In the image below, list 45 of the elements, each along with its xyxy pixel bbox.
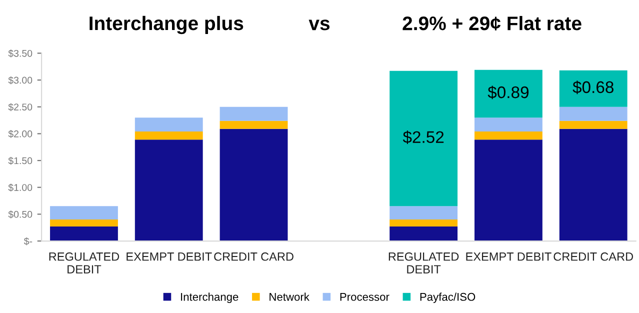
bar xyxy=(474,132,542,140)
bar xyxy=(390,206,458,220)
x-tick-label: REGULATED DEBIT xyxy=(388,252,459,274)
bar xyxy=(474,70,542,118)
bar xyxy=(134,118,203,132)
bar xyxy=(390,70,458,206)
x-tick-label: REGULATED DEBIT xyxy=(49,252,120,274)
legend-label: Processor xyxy=(340,293,390,301)
bar xyxy=(220,120,288,129)
bar xyxy=(220,128,288,242)
y-tick-label: $1.00 xyxy=(8,184,32,192)
y-tick-label: $0.50 xyxy=(8,210,32,218)
bar xyxy=(50,226,118,242)
bar xyxy=(390,220,458,227)
bar xyxy=(50,220,118,227)
x-tick-label: EXEMPT DEBIT xyxy=(126,252,212,261)
x-tick-label: CREDIT CARD xyxy=(214,252,294,261)
legend-label: Payfac/ISO xyxy=(420,292,476,303)
y-tick-label: $2.50 xyxy=(8,103,32,112)
legend-label: Interchange xyxy=(181,292,238,303)
bar xyxy=(50,206,118,220)
y-tick-label: $3.00 xyxy=(8,76,32,84)
y-tick-label: $3.50 xyxy=(8,50,32,58)
data-label: $0.89 xyxy=(488,86,529,100)
bar xyxy=(559,128,628,242)
data-label: $0.68 xyxy=(572,80,614,94)
text: 2.9% + 29¢ Flat rate xyxy=(402,16,582,30)
legend-label: Network xyxy=(270,292,310,301)
y-tick-label: $1.50 xyxy=(8,156,32,165)
data-label: $2.52 xyxy=(402,130,444,144)
bar xyxy=(390,226,458,242)
y-tick-label: $2.00 xyxy=(8,130,32,138)
bar xyxy=(559,106,628,121)
chart-title: Interchange plus xyxy=(90,16,244,34)
text: vs xyxy=(308,20,330,30)
x-tick-label: EXEMPT DEBIT xyxy=(466,252,552,261)
y-tick-label: $- xyxy=(24,237,32,246)
bar xyxy=(134,132,203,140)
bar xyxy=(220,106,288,121)
bar xyxy=(559,70,628,107)
bar xyxy=(559,120,628,129)
bar xyxy=(474,118,542,132)
x-tick-label: CREDIT CARD xyxy=(554,252,634,261)
bar xyxy=(134,140,203,242)
bar xyxy=(474,140,542,242)
